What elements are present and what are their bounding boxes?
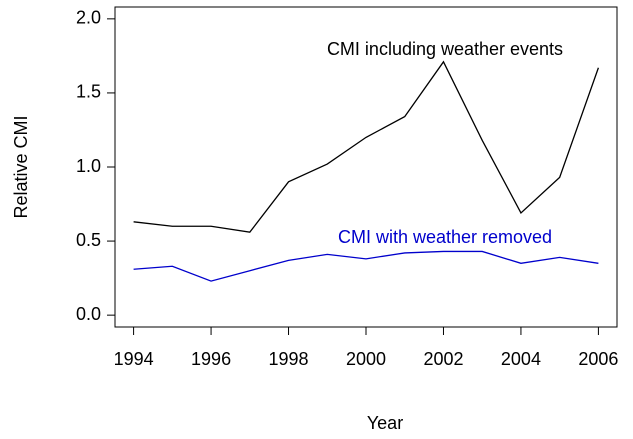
x-tick-label: 1996 [191,349,231,369]
x-tick-label: 2002 [423,349,463,369]
y-tick-label: 0.5 [76,230,101,250]
series-label: CMI with weather removed [338,227,552,247]
series-line [133,60,600,233]
x-tick-label: 2006 [578,349,618,369]
y-tick-label: 0.0 [76,304,101,324]
y-tick-label: 2.0 [76,8,101,28]
x-tick-label: 1994 [114,349,154,369]
y-tick-label: 1.5 [76,82,101,102]
series-label: CMI including weather events [327,39,563,59]
x-tick-label: 2000 [346,349,386,369]
y-tick-label: 1.0 [76,156,101,176]
x-tick-label: 1998 [269,349,309,369]
x-axis-label: Year [367,413,403,433]
y-axis-label: Relative CMI [11,115,31,218]
x-tick-label: 2004 [501,349,541,369]
series-line [133,250,599,282]
